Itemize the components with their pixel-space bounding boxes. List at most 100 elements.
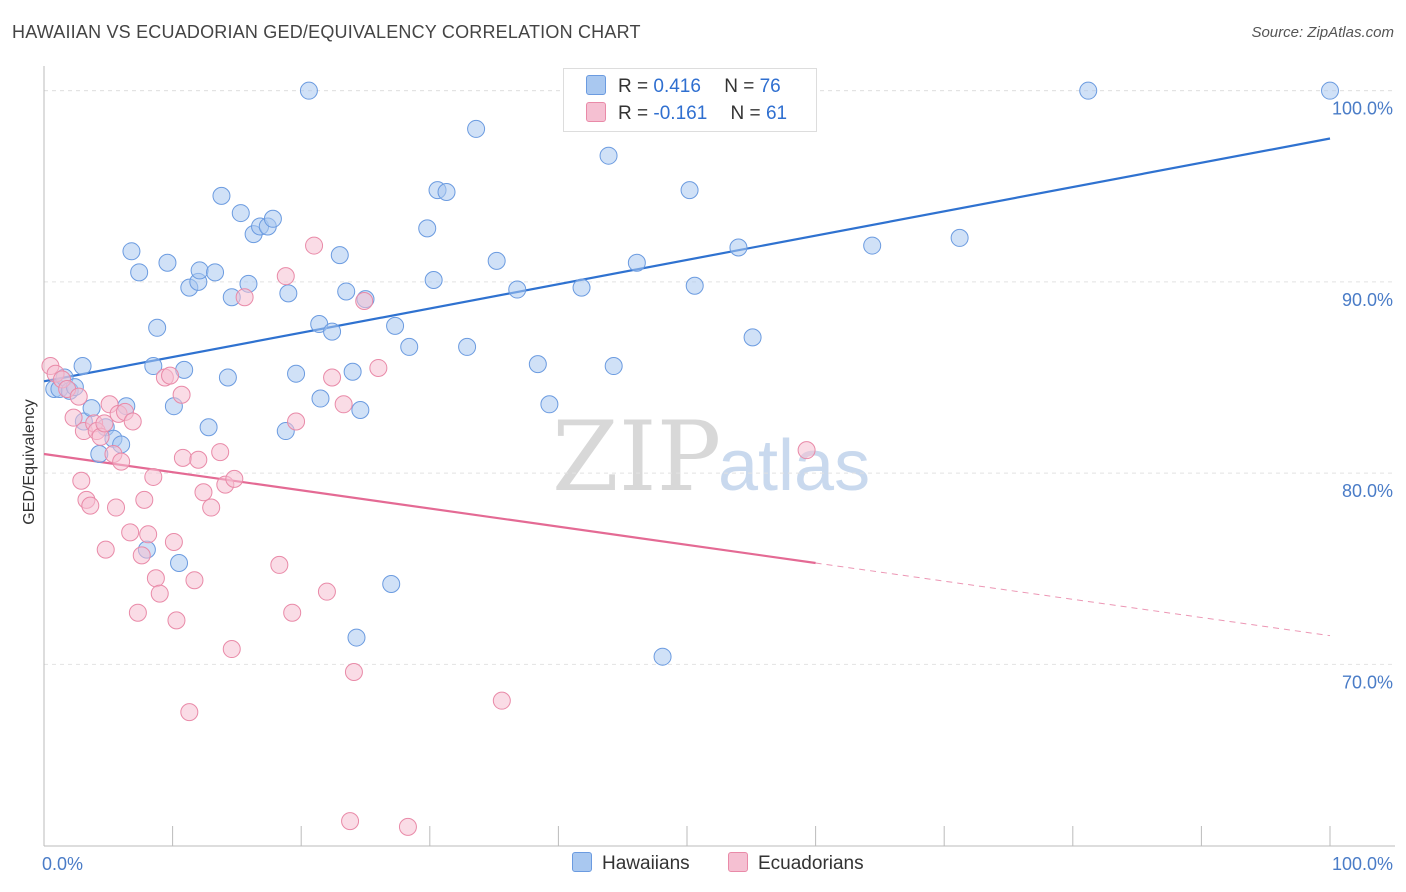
ecuadorians-point	[72, 471, 91, 490]
hawaiians-point	[400, 337, 419, 356]
hawaiians-point	[418, 219, 437, 238]
axes	[43, 66, 1395, 847]
legend-item-ecuadorians[interactable]: Ecuadorians	[728, 852, 864, 875]
ecuadorians-point	[189, 450, 208, 469]
ecuadorians-point	[185, 571, 204, 590]
legend-label-ecuadorians: Ecuadorians	[758, 853, 864, 874]
hawaiians-point	[508, 280, 527, 299]
hawaiians-point	[170, 553, 189, 572]
hawaiians-point	[487, 251, 506, 270]
ecuadorians-point	[139, 525, 158, 544]
ecuadorians-point	[317, 582, 336, 601]
hawaiians-point	[685, 276, 704, 295]
ecuadorians-point	[96, 540, 115, 559]
ecuadorians-point	[172, 385, 191, 404]
hawaiians-point	[743, 328, 762, 347]
hawaiians-point	[540, 395, 559, 414]
hawaiians-point	[1079, 81, 1098, 100]
legend-r-value: 0.416	[653, 76, 701, 97]
ecuadorians-point	[69, 387, 88, 406]
ecuadorians-point	[107, 498, 126, 517]
legend-r-value: -0.161	[653, 103, 708, 124]
y-tick-label: 90.0%	[1342, 290, 1393, 310]
legend-n-label: N =	[730, 103, 761, 124]
ecuadorians-point	[121, 523, 140, 542]
ecuadorians-point	[222, 640, 241, 659]
hawaiians-point	[680, 181, 699, 200]
hawaiians-point	[199, 418, 218, 437]
ecuadorians-point	[64, 408, 83, 427]
hawaiians-point	[604, 357, 623, 376]
hawaiians-point	[158, 253, 177, 272]
hawaiians-point	[279, 284, 298, 303]
hawaiians-point	[144, 357, 163, 376]
hawaiians-point	[437, 183, 456, 202]
hawaiians-point	[330, 246, 349, 265]
chart-title: HAWAIIAN VS ECUADORIAN GED/EQUIVALENCY C…	[12, 22, 641, 42]
ecuadorians-point	[123, 412, 142, 431]
hawaiians-point	[130, 263, 149, 282]
ecuadorians-point	[305, 236, 324, 255]
hawaiians-point	[148, 318, 167, 337]
hawaiians-point	[206, 263, 225, 282]
y-tick-label: 100.0%	[1332, 99, 1393, 119]
legend-row-ecuadorians: R = -0.161 N = 61	[586, 102, 787, 126]
watermark-atlas: atlas	[718, 426, 870, 506]
hawaiians-point	[287, 364, 306, 383]
ecuadorians-point	[323, 368, 342, 387]
ecuadorians-point	[161, 366, 180, 385]
hawaiians-point	[528, 355, 547, 374]
ecuadorians-point	[492, 691, 511, 710]
tick-labels: 70.0% 80.0% 90.0% 100.0% 0.0% 100.0%	[42, 99, 1393, 874]
legend-row-hawaiians: R = 0.416 N = 76	[586, 75, 781, 99]
hawaiians-point	[1321, 81, 1339, 100]
ecuadorians-point	[235, 288, 254, 307]
ecuadorians-point	[398, 817, 417, 836]
hawaiians-point	[653, 647, 672, 666]
legend-swatch-ecuadorians	[586, 102, 606, 122]
hawaiians-point	[347, 628, 366, 647]
legend-swatch-ecuadorians	[728, 852, 748, 872]
hawaiians-point	[218, 368, 237, 387]
hawaiians-point	[351, 401, 370, 420]
ecuadorians-point	[194, 483, 213, 502]
legend-r-label: R =	[618, 76, 649, 97]
ecuadorians-point	[797, 441, 816, 460]
hawaiians-trend-line	[43, 137, 1331, 383]
legend-item-hawaiians[interactable]: Hawaiians	[572, 852, 690, 875]
ecuadorians-point	[164, 532, 183, 551]
legend-swatch-hawaiians	[586, 75, 606, 95]
ecuadorians-point	[150, 584, 169, 603]
ecuadorians-point	[270, 555, 289, 574]
ecuadorians-point	[146, 569, 165, 588]
ecuadorians-trend-line	[43, 452, 816, 565]
ecuadorians-point	[276, 267, 295, 286]
hawaiians-point	[382, 575, 401, 594]
legend-swatch-hawaiians	[572, 852, 592, 872]
ecuadorians-point	[112, 452, 131, 471]
ecuadorians-point	[225, 469, 244, 488]
hawaiians-point	[231, 204, 250, 223]
gridlines	[44, 90, 1395, 665]
hawaiians-point	[323, 322, 342, 341]
legend-label-hawaiians: Hawaiians	[602, 853, 690, 874]
ecuadorians-point	[135, 490, 154, 509]
ecuadorians-point	[341, 812, 360, 831]
ecuadorians-point	[132, 546, 151, 565]
watermark-zip: ZIP	[552, 401, 721, 513]
hawaiians-point	[73, 357, 92, 376]
hawaiians-point	[311, 389, 330, 408]
legend-n-value: 61	[765, 103, 788, 124]
hawaiians-point	[386, 316, 405, 335]
hawaiians-point	[299, 81, 318, 100]
legend-n-label: N =	[724, 76, 755, 97]
x-tick-label: 100.0%	[1332, 854, 1393, 874]
ecuadorians-point	[81, 496, 100, 515]
legend-r-label: R =	[618, 103, 649, 124]
y-tick-label: 70.0%	[1342, 672, 1393, 692]
hawaiians-point	[950, 228, 969, 247]
hawaiians-point	[122, 242, 141, 261]
ecuadorians-trend-extension	[815, 562, 1331, 637]
trend-lines	[43, 137, 1331, 637]
